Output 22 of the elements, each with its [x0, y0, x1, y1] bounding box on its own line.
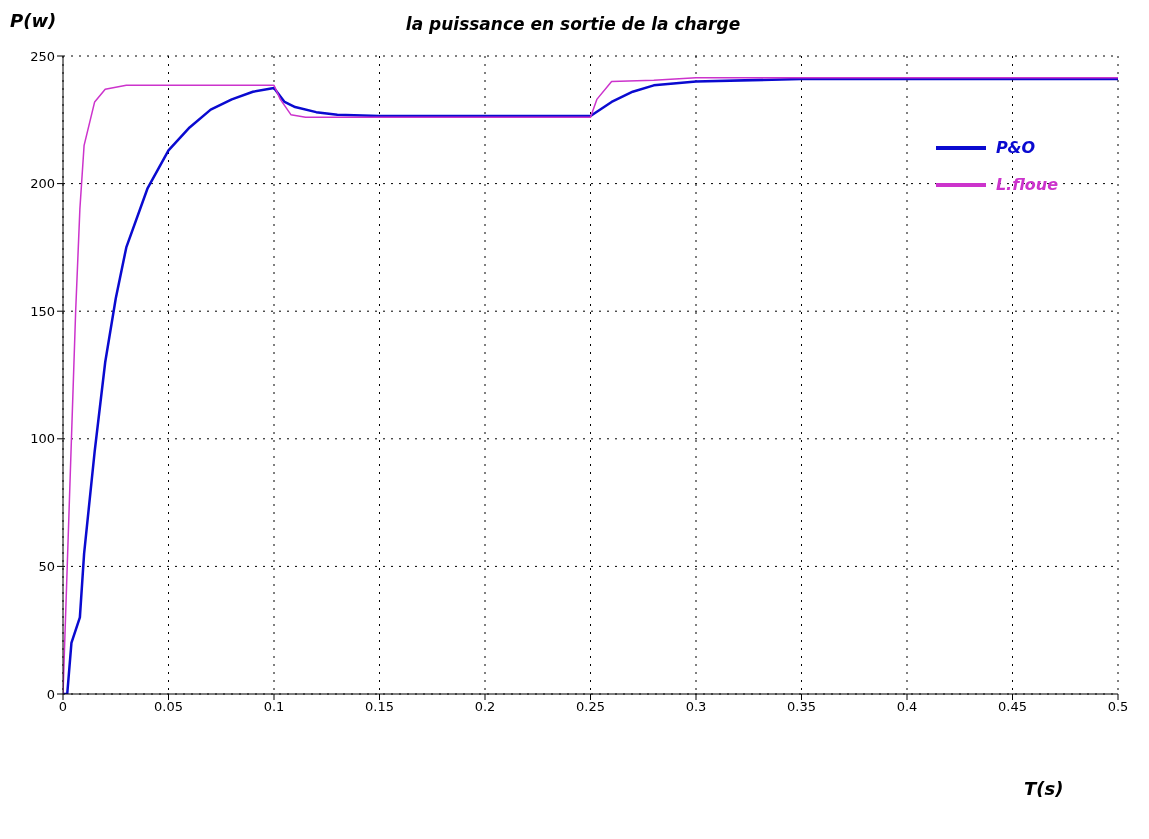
x-tick-label: 0.05: [154, 699, 183, 715]
x-tick-label: 0: [58, 699, 68, 715]
x-tick-label: 0.25: [576, 699, 605, 715]
y-tick-label: 250: [30, 48, 55, 64]
chart-title: la puissance en sortie de la charge: [405, 14, 741, 34]
x-tick-label: 0.1: [263, 699, 285, 715]
y-tick-label: 0: [46, 686, 55, 702]
x-tick-label: 0.15: [365, 699, 394, 715]
y-axis-title: P(w): [10, 10, 57, 31]
y-tick-label: 150: [30, 303, 55, 319]
x-tick-label: 0.35: [787, 699, 816, 715]
y-tick-label: 200: [30, 176, 55, 192]
x-tick-label: 0.4: [896, 699, 918, 715]
legend-label: L.floue: [995, 175, 1058, 194]
y-tick-label: 50: [38, 559, 55, 575]
x-tick-label: 0.45: [998, 699, 1027, 715]
x-tick-label: 0.3: [685, 699, 707, 715]
x-tick-label: 0.5: [1107, 699, 1129, 715]
x-tick-label: 0.2: [474, 699, 496, 715]
legend-label: P&O: [995, 138, 1036, 157]
y-tick-label: 100: [30, 431, 55, 447]
x-axis-title: T(s): [1024, 778, 1064, 799]
